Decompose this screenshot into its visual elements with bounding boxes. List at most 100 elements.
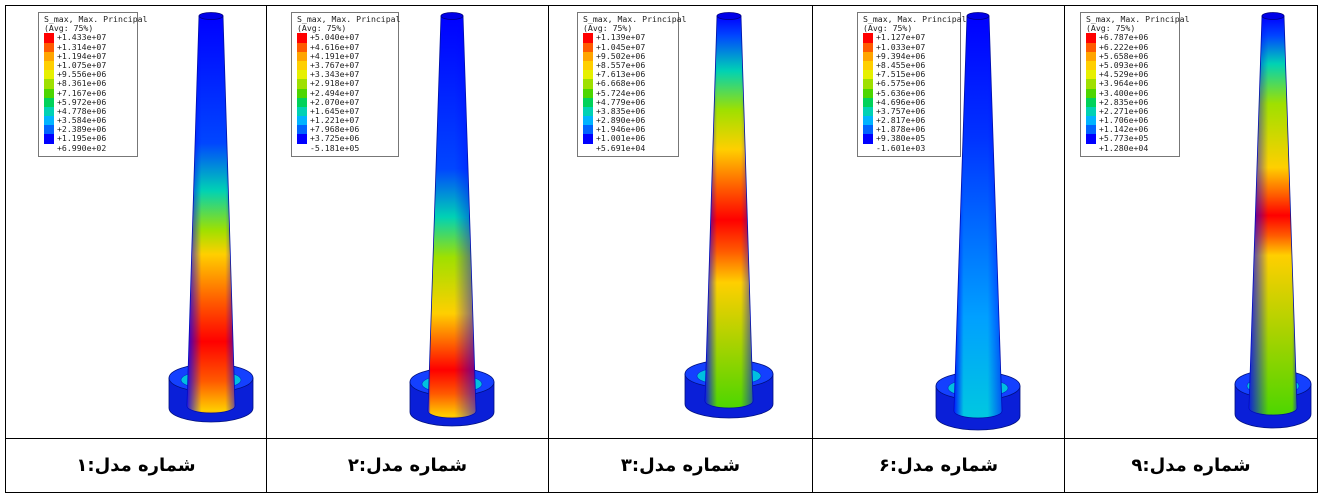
legend-value: +5.658e+06 <box>1099 50 1149 61</box>
legend-row: +3.767e+07 <box>297 60 393 71</box>
legend-value: +1.221e+07 <box>310 115 360 126</box>
legend-value: +4.191e+07 <box>310 50 360 61</box>
legend-value: -1.601e+03 <box>876 142 926 153</box>
legend-value: +4.778e+06 <box>57 105 107 116</box>
legend-value: +9.502e+06 <box>596 50 646 61</box>
legend-row: +2.890e+06 <box>583 115 673 126</box>
legend-row: +1.221e+07 <box>297 115 393 126</box>
legend-swatch <box>297 125 307 135</box>
legend-value: +1.280e+04 <box>1099 142 1149 153</box>
legend-row: +2.271e+06 <box>1086 105 1174 117</box>
legend-row: +1.433e+07 <box>44 32 132 43</box>
legend-swatch <box>44 42 54 52</box>
legend-title: S_max, Max. Principal <box>583 14 687 24</box>
legend-value: +5.636e+06 <box>876 87 926 98</box>
legend-row: +3.964e+06 <box>1086 78 1174 89</box>
legend-value: +3.964e+06 <box>1099 78 1149 89</box>
legend-value: +9.556e+06 <box>57 69 107 80</box>
legend-value: +1.878e+06 <box>876 124 926 135</box>
legend-value: +2.494e+07 <box>310 87 360 98</box>
legend-value: +7.167e+06 <box>57 87 107 98</box>
legend-value: +2.835e+06 <box>1099 96 1149 107</box>
legend-value: +7.515e+06 <box>876 69 926 80</box>
legend-row: +5.691e+04 <box>583 142 673 153</box>
column-model <box>935 12 1021 431</box>
legend-value: +4.779e+06 <box>596 96 646 107</box>
legend-row: +5.040e+07 <box>297 33 393 43</box>
legend-swatch <box>1086 116 1096 126</box>
legend-averaging: (Avg: 75%) <box>863 23 913 34</box>
legend-swatch <box>297 60 307 71</box>
legend-swatch <box>1086 106 1096 117</box>
legend-swatch <box>297 79 307 89</box>
legend-row: +7.515e+06 <box>863 69 955 80</box>
legend-value: +1.314e+07 <box>57 41 107 52</box>
legend-value: +5.691e+04 <box>596 142 646 153</box>
legend-value: +3.400e+06 <box>1099 87 1149 98</box>
legend-value: +4.616e+07 <box>310 41 360 52</box>
legend-row: +4.696e+06 <box>863 97 955 107</box>
legend-row: +9.502e+06 <box>583 50 673 61</box>
legend-row: +2.494e+07 <box>297 87 393 98</box>
legend-value: +5.773e+05 <box>1099 133 1149 144</box>
column-shading <box>428 16 476 418</box>
model-caption-5: شماره مدل:۹ <box>1131 455 1251 476</box>
legend-row: +4.779e+06 <box>583 96 673 107</box>
legend-value: +1.433e+07 <box>57 32 107 43</box>
legend-row: +6.222e+06 <box>1086 42 1174 52</box>
legend-value: -5.181e+05 <box>310 142 360 153</box>
legend-row: +1.706e+06 <box>1086 115 1174 126</box>
legend-swatch <box>44 116 54 126</box>
legend-value: +8.455e+06 <box>876 59 926 70</box>
legend-row: +8.361e+06 <box>44 79 132 89</box>
legend-swatch <box>1086 70 1096 80</box>
legend-row: +4.529e+06 <box>1086 69 1174 80</box>
legend-value: +1.001e+06 <box>596 133 646 144</box>
legend-swatch <box>44 134 54 144</box>
legend-value: +3.725e+06 <box>310 133 360 144</box>
legend-swatch <box>44 70 54 80</box>
legend-swatch <box>583 125 593 135</box>
legend-swatch <box>1086 134 1096 144</box>
legend-value: +1.033e+07 <box>876 41 926 52</box>
legend-swatch <box>863 88 873 98</box>
column-shading <box>954 16 1002 418</box>
legend-value: +5.972e+06 <box>57 96 107 107</box>
legend-value: +6.575e+06 <box>876 78 926 89</box>
legend-value: +1.045e+07 <box>596 41 646 52</box>
legend-value: +1.139e+07 <box>596 32 646 43</box>
legend-swatch <box>1086 51 1096 61</box>
caption-cell-5: شماره مدل:۹ <box>1064 438 1318 493</box>
legend-row: +1.645e+07 <box>297 106 393 117</box>
legend-value: +6.787e+06 <box>1099 32 1149 43</box>
legend-row: +1.075e+07 <box>44 60 132 71</box>
legend-row: +5.724e+06 <box>583 87 673 98</box>
legend-swatch <box>44 51 54 61</box>
panel-cell-2: S_max, Max. Principal (Avg: 75%) +5.040e+0… <box>266 5 549 439</box>
comparison-table: S_max, Max. Principal (Avg: 75%) +1.433e+0… <box>5 5 1318 493</box>
legend-row: +5.658e+06 <box>1086 50 1174 61</box>
legend-swatch <box>583 51 593 61</box>
legend-row: +6.668e+06 <box>583 79 673 89</box>
legend-swatch <box>863 51 873 61</box>
legend-value: +5.724e+06 <box>596 87 646 98</box>
legend-row: +1.280e+04 <box>1086 142 1174 153</box>
legend-swatch <box>863 33 873 43</box>
legend-row: +6.787e+06 <box>1086 32 1174 43</box>
column-shading <box>705 16 753 408</box>
legend-row: +4.778e+06 <box>44 105 132 117</box>
legend-value: +2.890e+06 <box>596 115 646 126</box>
legend-swatch <box>1086 79 1096 89</box>
legend-swatch <box>583 79 593 89</box>
legend-swatch <box>583 97 593 107</box>
stress-legend: S_max, Max. Principal (Avg: 75%) +6.787e+0… <box>1080 12 1190 157</box>
legend-value: +2.389e+06 <box>57 124 107 135</box>
legend-value: +9.380e+05 <box>876 133 926 144</box>
legend-row: +2.817e+06 <box>863 115 955 126</box>
legend-swatch <box>863 97 873 107</box>
legend-title: S_max, Max. Principal <box>44 14 148 24</box>
legend-value: +2.271e+06 <box>1099 105 1149 116</box>
legend-averaging: (Avg: 75%) <box>1086 23 1136 34</box>
caption-cell-1: شماره مدل:۱ <box>5 438 267 493</box>
